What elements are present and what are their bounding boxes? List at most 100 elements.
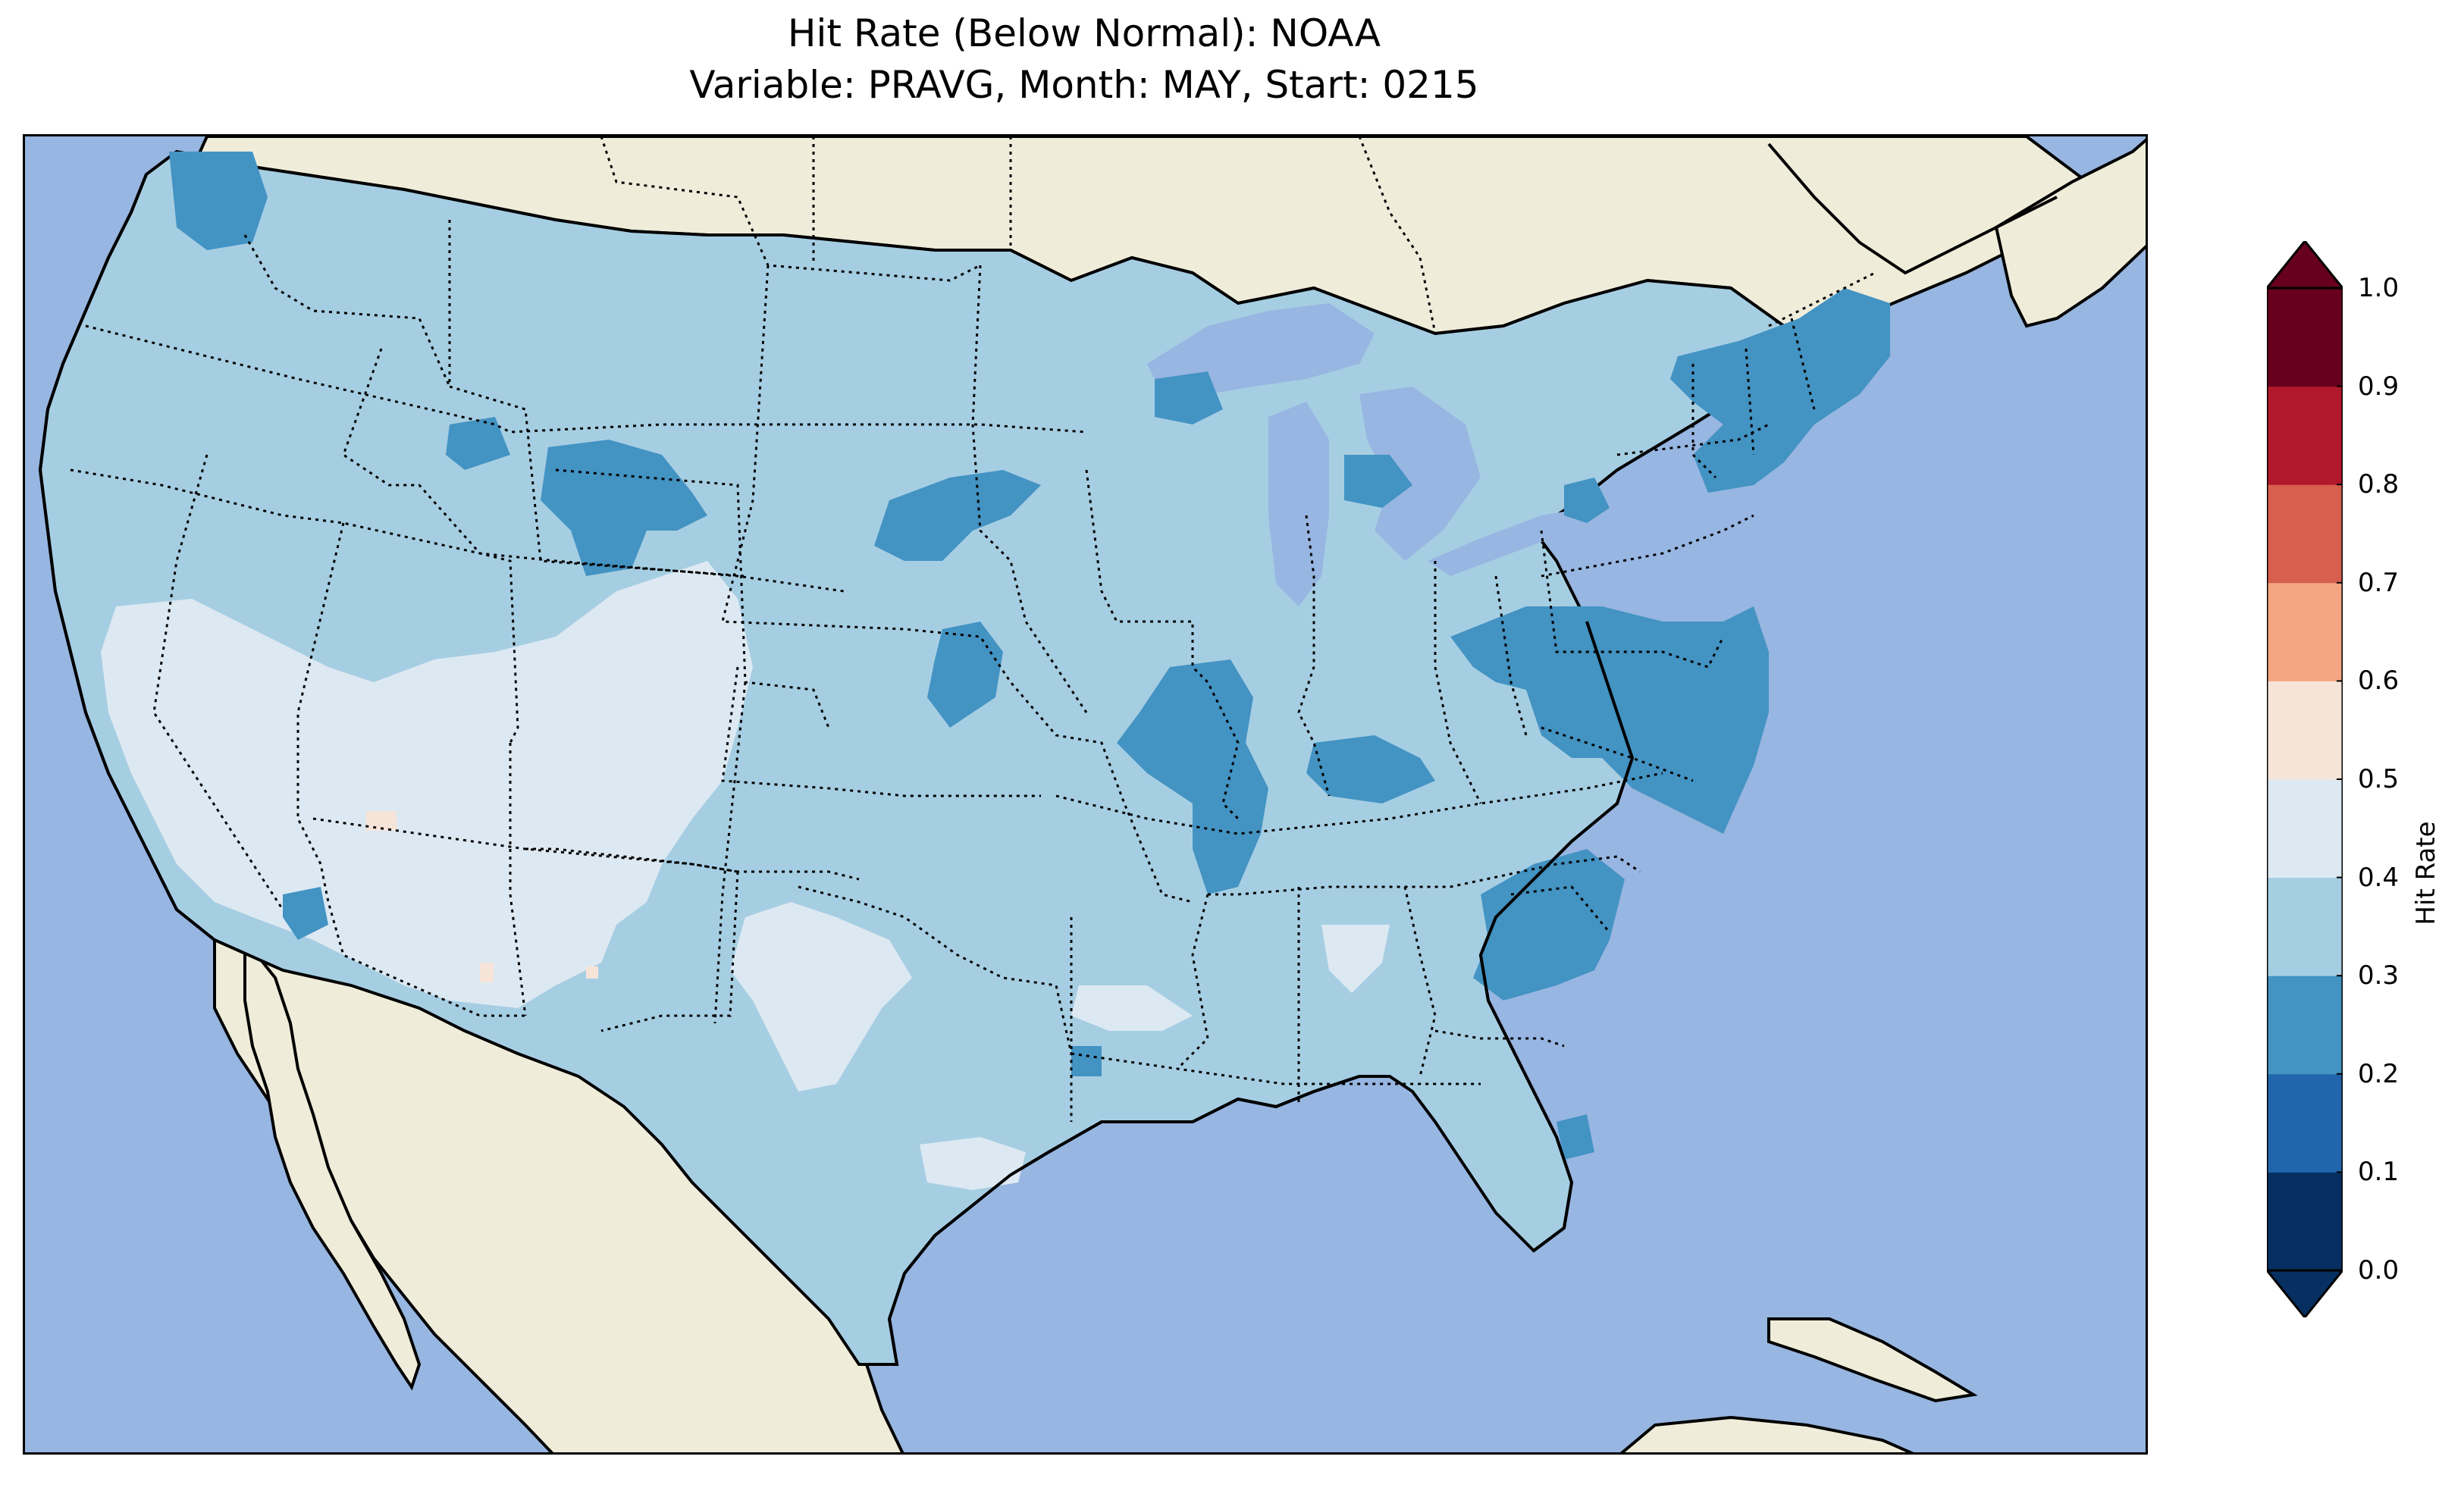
border-segment [1541, 726, 1694, 782]
region-georgia-sc-dark [1473, 849, 1625, 1001]
border-segment [1790, 318, 1816, 410]
cuba-land [1767, 1317, 1978, 1403]
colorbar-bin [2267, 779, 2343, 879]
colorbar-bins [2267, 288, 2343, 1271]
map-title: Hit Rate (Below Normal): NOAA [787, 11, 1381, 55]
border-segment [70, 468, 845, 593]
border-segment [243, 234, 451, 387]
hitrate-0.5-0.6-regions [366, 811, 598, 982]
region-missouri-dark [1117, 659, 1268, 894]
colorbar-tick-label: 0.7 [2358, 567, 2400, 598]
border-segment [1541, 514, 1754, 578]
colorbar-bin [2267, 288, 2343, 387]
border-segment [1616, 423, 1770, 456]
border-segment [1745, 348, 1755, 456]
border-segment [798, 885, 1073, 1122]
region-alabama-pale [1321, 925, 1390, 993]
border-segment [342, 348, 519, 744]
region-michigan-dark [1344, 455, 1412, 508]
colorbar-tick-label: 1.0 [2358, 273, 2400, 303]
border-segment [1070, 917, 1481, 1085]
colorbar-bin [2267, 386, 2343, 485]
colorbar-bin [2267, 877, 2343, 976]
colorbar-bin [2267, 484, 2343, 584]
map-subtitle: Variable: PRAVG, Month: MAY, Start: 0215 [689, 63, 1479, 107]
region-texas-pale [730, 902, 912, 1092]
coast-segment [38, 174, 216, 941]
region-texas-pale-2 [920, 1137, 1026, 1190]
region-kentucky-dark [1306, 735, 1435, 803]
border-segment [1691, 364, 1717, 479]
region-louisiana-dark [1071, 1046, 1102, 1076]
colorbar-tick-label: 0.6 [2358, 666, 2400, 697]
region-arizona-speck-2 [480, 963, 494, 982]
border-segment [721, 265, 1193, 904]
border-segment [600, 871, 739, 1032]
maritimes-land [1994, 138, 2146, 328]
border-segment [1297, 515, 1331, 797]
lake-michigan [1268, 402, 1329, 606]
border-segment [971, 265, 1088, 713]
border-segment [1358, 136, 1437, 334]
colorbar-bin [2267, 681, 2343, 780]
map-panel [23, 134, 2148, 1455]
yucatan-land [1620, 1415, 1914, 1452]
colorbar-bin [2267, 976, 2343, 1075]
region-nm-speck [586, 966, 598, 979]
region-california-coast-dark [283, 887, 328, 940]
colorbar-extend-min [2267, 1269, 2343, 1317]
colorbar-tick-label: 0.3 [2358, 960, 2400, 991]
border-segment [152, 454, 284, 910]
region-sd-ne-dark [874, 470, 1041, 561]
colorbar-tick-label: 0.9 [2358, 371, 2400, 402]
colorbar-tick-label: 0.2 [2358, 1058, 2400, 1089]
border-segment [1434, 561, 1482, 804]
border-segment [555, 468, 830, 728]
border-segment [296, 522, 525, 1017]
border-segment [1176, 894, 1209, 1070]
region-southwest-pale [101, 561, 753, 1008]
colorbar-tick-label: 0.8 [2358, 469, 2400, 500]
coast-segment [887, 1075, 1360, 1365]
border-segment [1208, 855, 1641, 896]
colorbar-bin [2267, 1073, 2343, 1173]
colorbar-bin [2267, 582, 2343, 681]
lake-huron [1359, 387, 1481, 561]
border-segment [713, 681, 747, 1024]
baja-land [243, 935, 422, 1391]
border-segment [600, 136, 981, 282]
lake-erie [1428, 508, 1587, 576]
lake-superior [1147, 303, 1375, 394]
region-wisconsin-dark [1155, 371, 1223, 424]
region-ohio-dark [1564, 478, 1610, 523]
border-segment [1055, 772, 1663, 835]
region-florida-dark [1556, 1114, 1594, 1160]
border-segment [721, 666, 1041, 797]
region-pa-wv-va-dark [1450, 606, 1769, 834]
border-segment [525, 847, 860, 881]
border-segment [1510, 885, 1611, 933]
border-segment [1403, 886, 1437, 1077]
colorbar-label: Hit Rate [2411, 821, 2441, 926]
region-kansas-dark [927, 622, 1003, 728]
border-segment [1494, 575, 1528, 736]
colorbar [2267, 241, 2343, 1317]
coast-segment [1767, 143, 2058, 275]
hitrate-0.4-0.5-regions [101, 561, 1390, 1190]
colorbar-extend-max [2267, 241, 2343, 290]
coastlines [38, 143, 2058, 1365]
border-segment [1768, 271, 1876, 327]
border-segment [509, 743, 527, 1016]
region-idaho-dark [446, 417, 510, 470]
region-washington-dark [169, 152, 268, 250]
colorbar-tick-marks [2337, 287, 2343, 1271]
coast-segment [1478, 621, 1635, 1252]
colorbar-tick-label: 0.1 [2358, 1157, 2400, 1188]
colorbar-bin [2267, 1172, 2343, 1271]
colorbar-tick-label: 0.5 [2358, 764, 2400, 794]
border-segment [1540, 530, 1725, 669]
state-borders [70, 136, 1876, 1122]
map-svg [25, 136, 2146, 1452]
colorbar-tick-label: 0.4 [2358, 862, 2400, 893]
region-montana-wyoming-dark [541, 440, 707, 576]
